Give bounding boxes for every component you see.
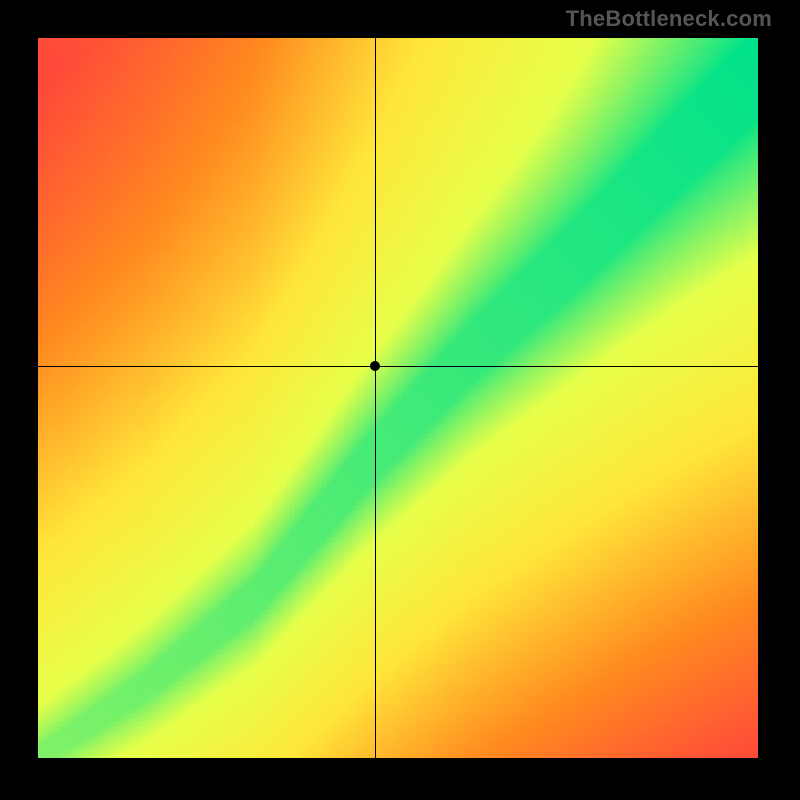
plot-area xyxy=(38,38,758,758)
crosshair-horizontal xyxy=(38,366,758,367)
watermark-text: TheBottleneck.com xyxy=(566,6,772,32)
crosshair-vertical xyxy=(375,38,376,758)
heatmap-canvas xyxy=(38,38,758,758)
crosshair-marker xyxy=(370,361,380,371)
